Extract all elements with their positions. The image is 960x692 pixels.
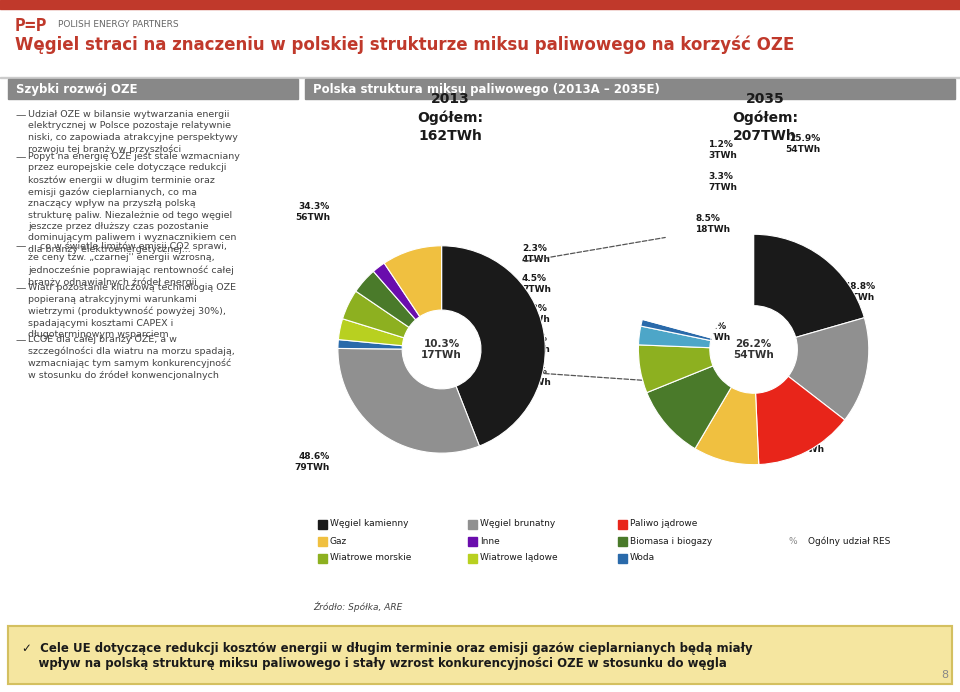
Bar bbox=[618, 537, 627, 546]
Text: —: — bbox=[16, 284, 26, 293]
Wedge shape bbox=[695, 387, 758, 464]
Text: P=P: P=P bbox=[15, 17, 48, 35]
Text: ✓  Cele UE dotyczące redukcji kosztów energii w długim terminie oraz emisji gazó: ✓ Cele UE dotyczące redukcji kosztów ene… bbox=[22, 642, 753, 655]
Text: ... co w świetle limitów emisji CO2 sprawi,
że ceny tzw. „czarnej'' energii wzro: ... co w świetle limitów emisji CO2 spra… bbox=[28, 242, 233, 286]
Text: %: % bbox=[789, 536, 798, 545]
Wedge shape bbox=[640, 320, 711, 340]
Wedge shape bbox=[442, 246, 545, 446]
Bar bbox=[8, 626, 952, 684]
Text: Udział OZE w bilansie wytwarzania energii
elektrycznej w Polsce pozostaje relaty: Udział OZE w bilansie wytwarzania energi… bbox=[28, 110, 238, 154]
Text: 13.1%
27TWh: 13.1% 27TWh bbox=[695, 322, 731, 342]
Text: 26.2%
54TWh: 26.2% 54TWh bbox=[733, 338, 774, 361]
Text: 8: 8 bbox=[941, 670, 948, 680]
Bar bbox=[468, 554, 477, 563]
Bar bbox=[305, 79, 955, 99]
Text: Biomasa i biogazy: Biomasa i biogazy bbox=[630, 536, 712, 545]
Bar bbox=[468, 520, 477, 529]
Text: 1.2%
3TWh: 1.2% 3TWh bbox=[708, 140, 737, 160]
Text: Wiatr pozostanie kluczową technologią OZE
popieraną atrakcyjnymi warunkami
wietr: Wiatr pozostanie kluczową technologią OZ… bbox=[28, 284, 236, 339]
Text: 11.6%
24TWh: 11.6% 24TWh bbox=[718, 435, 754, 454]
Text: Paliwo jądrowe: Paliwo jądrowe bbox=[630, 520, 697, 529]
Bar bbox=[8, 79, 298, 99]
Bar bbox=[0, 77, 960, 78]
Text: LCOE dla całej branży OZE, a w
szczególności dla wiatru na morzu spadają,
wzmacn: LCOE dla całej branży OZE, a w szczególn… bbox=[28, 335, 235, 381]
Wedge shape bbox=[356, 271, 416, 327]
Wedge shape bbox=[642, 235, 754, 338]
Text: 48.6%
79TWh: 48.6% 79TWh bbox=[295, 453, 330, 472]
Wedge shape bbox=[754, 235, 864, 338]
Text: 4.5%
7TWh: 4.5% 7TWh bbox=[522, 274, 551, 293]
Wedge shape bbox=[338, 349, 479, 453]
Text: 2035
Ogółem:
207TWh: 2035 Ogółem: 207TWh bbox=[732, 92, 798, 143]
Wedge shape bbox=[384, 246, 442, 317]
Text: Szybki rozwój OZE: Szybki rozwój OZE bbox=[16, 82, 137, 95]
Bar bbox=[318, 537, 327, 546]
Text: 3.3%
7TWh: 3.3% 7TWh bbox=[708, 172, 737, 192]
Text: —: — bbox=[16, 152, 26, 162]
Text: POLISH ENERGY PARTNERS: POLISH ENERGY PARTNERS bbox=[58, 20, 179, 29]
Wedge shape bbox=[638, 326, 710, 347]
Text: 2013
Ogółem:
162TWh: 2013 Ogółem: 162TWh bbox=[417, 92, 483, 143]
Text: 5.2%
8TWh: 5.2% 8TWh bbox=[522, 304, 551, 324]
Text: —: — bbox=[16, 110, 26, 120]
Text: 25.9%
54TWh: 25.9% 54TWh bbox=[784, 134, 820, 154]
Bar bbox=[468, 537, 477, 546]
Text: Gaz: Gaz bbox=[330, 536, 348, 545]
Text: 34.3%
56TWh: 34.3% 56TWh bbox=[295, 202, 330, 221]
Text: 8.5%
18TWh: 8.5% 18TWh bbox=[695, 215, 731, 234]
Text: Popyt na energię OZE jest stale wzmacniany
przez europejskie cele dotyczące redu: Popyt na energię OZE jest stale wzmacnia… bbox=[28, 152, 240, 254]
Text: 10.3%
17TWh: 10.3% 17TWh bbox=[421, 338, 462, 361]
Wedge shape bbox=[343, 291, 409, 338]
Bar bbox=[618, 520, 627, 529]
Bar bbox=[8, 626, 952, 684]
Text: Woda: Woda bbox=[630, 554, 655, 563]
Text: 3.6%
6TWh: 3.6% 6TWh bbox=[522, 334, 551, 354]
Text: Wiatrowe lądowe: Wiatrowe lądowe bbox=[480, 554, 558, 563]
Text: Polska struktura miksu paliwowego (2013A – 2035E): Polska struktura miksu paliwowego (2013A… bbox=[313, 82, 660, 95]
Text: Ogólny udział RES: Ogólny udział RES bbox=[808, 536, 890, 546]
Wedge shape bbox=[338, 319, 404, 346]
Text: —: — bbox=[16, 335, 26, 345]
Wedge shape bbox=[756, 376, 845, 464]
Wedge shape bbox=[638, 345, 713, 392]
Text: —: — bbox=[16, 242, 26, 251]
Text: 17.4%
36TWh: 17.4% 36TWh bbox=[790, 435, 825, 454]
Text: 2.3%
4TWh: 2.3% 4TWh bbox=[522, 244, 551, 264]
Text: Wiatrowe morskie: Wiatrowe morskie bbox=[330, 554, 412, 563]
Wedge shape bbox=[373, 263, 420, 320]
Text: Inne: Inne bbox=[480, 536, 500, 545]
Wedge shape bbox=[647, 366, 732, 448]
Text: Źródło: Spółka, ARE: Źródło: Spółka, ARE bbox=[313, 601, 402, 612]
Text: Węgiel brunatny: Węgiel brunatny bbox=[480, 520, 555, 529]
Text: Węgiel straci na znaczeniu w polskiej strukturze miksu paliwowego na korzyść OZE: Węgiel straci na znaczeniu w polskiej st… bbox=[15, 36, 794, 55]
Text: 1.5%
2TWh: 1.5% 2TWh bbox=[522, 367, 551, 387]
Bar bbox=[0, 0, 960, 9]
Text: wpływ na polską strukturę miksu paliwowego i stały wzrost konkurencyjności OZE w: wpływ na polską strukturę miksu paliwowe… bbox=[22, 657, 727, 670]
Bar bbox=[618, 554, 627, 563]
Bar bbox=[318, 554, 327, 563]
Wedge shape bbox=[788, 318, 869, 420]
Text: 18.8%
39TWh: 18.8% 39TWh bbox=[840, 282, 875, 302]
Text: Węgiel kamienny: Węgiel kamienny bbox=[330, 520, 409, 529]
Wedge shape bbox=[338, 340, 402, 349]
Bar bbox=[318, 520, 327, 529]
